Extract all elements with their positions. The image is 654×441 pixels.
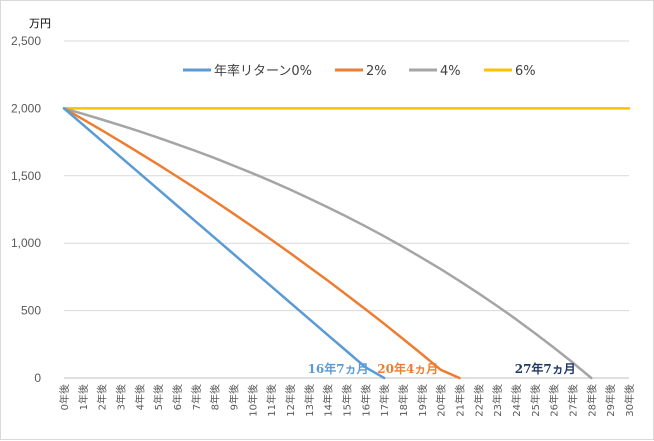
x-tick-label: 9年後 [228, 384, 241, 410]
series-lines [62, 107, 631, 380]
x-tick-label: 29年後 [604, 384, 617, 417]
annotation-label: 27年7ヵ月 [515, 361, 576, 376]
x-tick-label: 16年後 [359, 384, 372, 417]
x-tick-label: 26年後 [548, 384, 561, 417]
x-tick-label: 30年後 [623, 384, 636, 417]
x-tick-label: 3年後 [115, 384, 128, 410]
x-tick-label: 28年後 [585, 384, 598, 417]
y-tick-label: 1,500 [11, 169, 41, 183]
y-tick-label: 2,500 [11, 34, 41, 48]
legend-entry: 2% [366, 64, 387, 79]
x-tick-label: 22年後 [472, 384, 485, 417]
legend-entry: 4% [440, 64, 461, 79]
x-tick-label: 14年後 [322, 384, 335, 417]
legend-entry: 年率リターン0% [214, 63, 312, 79]
x-tick-label: 1年後 [77, 384, 90, 410]
x-tick-label: 25年後 [529, 384, 542, 417]
x-tick-label: 0年後 [58, 384, 71, 410]
x-tick-label: 7年後 [190, 384, 203, 410]
x-tick-label: 13年後 [303, 384, 316, 417]
x-tick-label: 5年後 [152, 384, 165, 410]
legend-entry: 6% [515, 64, 536, 79]
x-tick-label: 6年後 [171, 384, 184, 410]
x-tick-label: 17年後 [378, 384, 391, 417]
x-tick-label: 2年後 [96, 384, 109, 410]
legend: 年率リターン0% 2% 4% 6% [183, 63, 536, 79]
x-tick-label: 15年後 [341, 384, 354, 417]
series-line [62, 107, 461, 380]
series-line [62, 107, 593, 380]
y-tick-label: 0 [34, 371, 41, 385]
y-tick-label: 500 [21, 304, 41, 318]
x-tick-label: 11年後 [265, 384, 278, 417]
y-tick-labels: 0 500 1,000 1,500 2,000 2,500 [11, 34, 41, 385]
annotations: 16年7ヵ月 20年4ヵ月 27年7ヵ月 [308, 361, 576, 376]
x-tick-label: 4年後 [133, 384, 146, 410]
x-tick-labels: 0年後 1年後 2年後 3年後 4年後 5年後 6年後 7年後 8年後 9年後 10年後 11年後 12… [58, 384, 636, 417]
y-tick-label: 1,000 [11, 236, 41, 250]
x-tick-label: 27年後 [567, 384, 580, 417]
gridlines [64, 40, 629, 312]
y-axis-unit-label: 万円 [29, 17, 51, 30]
x-tick-label: 21年後 [454, 384, 467, 417]
y-tick-label: 2,000 [11, 101, 41, 115]
series-line [62, 107, 386, 380]
x-tick-label: 12年後 [284, 384, 297, 417]
x-tick-label: 10年後 [246, 384, 259, 417]
x-tick-label: 18年後 [397, 384, 410, 417]
x-tick-label: 20年後 [435, 384, 448, 417]
x-tick-label: 23年後 [491, 384, 504, 417]
x-tick-label: 8年後 [209, 384, 222, 410]
x-tick-label: 19年後 [416, 384, 429, 417]
x-tick-label: 24年後 [510, 384, 523, 417]
annotation-label: 20年4ヵ月 [377, 361, 438, 376]
annotation-label: 16年7ヵ月 [308, 361, 369, 376]
